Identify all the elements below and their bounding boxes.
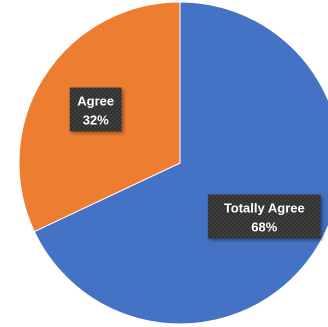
data-label-totally-agree: Totally Agree 68% <box>207 194 321 239</box>
data-labels: Totally Agree 68% Agree 32% <box>69 87 321 239</box>
pie-slice-totally-agree <box>33 1 328 325</box>
data-label-agree: Agree 32% <box>69 87 122 132</box>
pie-slices <box>18 1 328 325</box>
data-label-value: 32% <box>83 113 109 128</box>
data-label-category: Totally Agree <box>224 200 305 215</box>
data-label-box <box>69 87 122 132</box>
data-label-box <box>207 194 321 239</box>
data-label-category: Agree <box>77 94 114 109</box>
data-label-value: 68% <box>251 219 277 234</box>
